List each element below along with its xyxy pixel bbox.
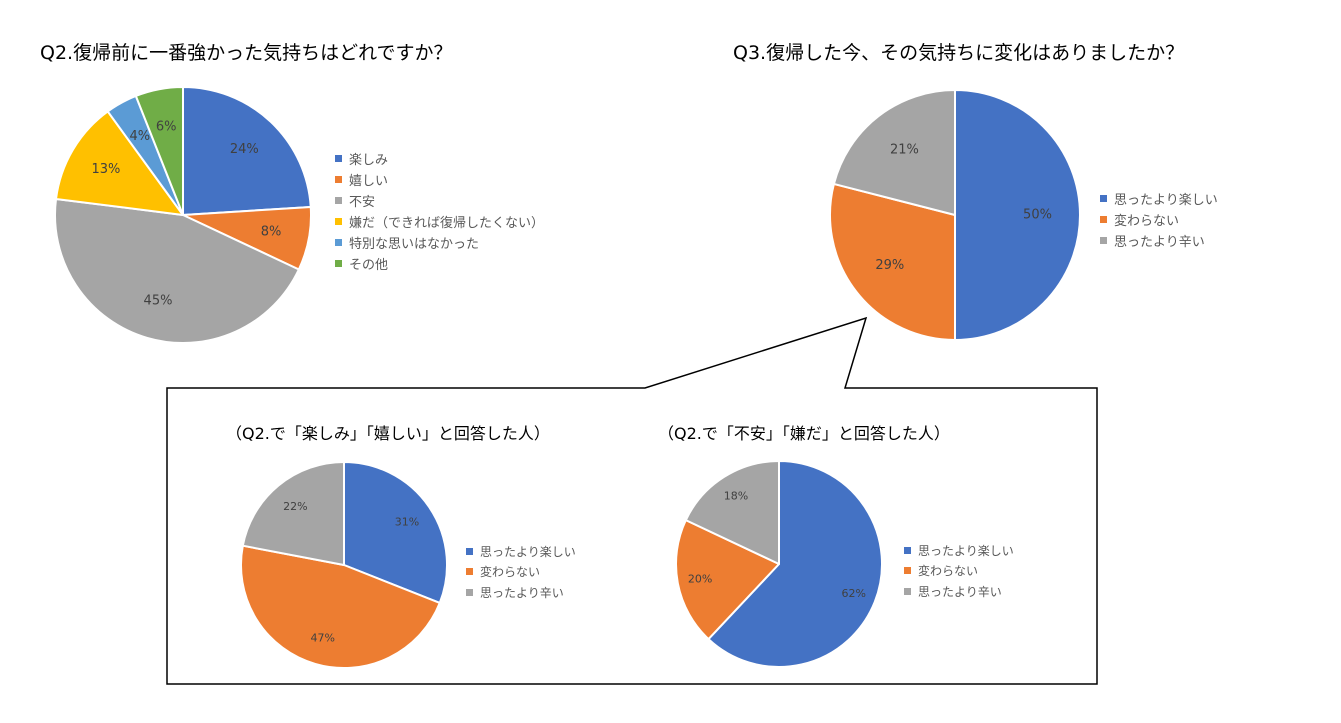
q2-slice-6-label: 6%	[156, 120, 177, 135]
q3-slice-1	[954, 89, 1081, 341]
q2-legend-item-1: 楽しみ	[335, 148, 544, 169]
q2-legend-label-2: 嬉しい	[349, 174, 389, 189]
q3-legend: 思ったより楽しい 変わらない思ったより辛い	[1100, 188, 1218, 251]
negative-legend-item-3: 思ったより辛い	[904, 581, 1014, 602]
negative-legend-label-2: 変わらない	[918, 564, 979, 579]
positive-slice-3	[241, 461, 345, 566]
q2-legend-swatch-2	[335, 176, 342, 183]
negative-breakdown-legend: 思ったより楽しい 変わらない思ったより辛い	[904, 540, 1014, 602]
q3-legend-swatch-3	[1100, 237, 1107, 244]
negative-legend-item-2: 変わらない	[904, 561, 1014, 582]
breakdown-title-negative: （Q2.で「不安」「嫌だ」と回答した人）	[658, 424, 950, 443]
positive-legend-item-2: 変わらない	[466, 562, 576, 583]
positive-legend-item-1: 思ったより楽しい	[466, 541, 576, 562]
q2-slice-3	[54, 197, 300, 344]
q2-slice-4-label: 13%	[91, 162, 120, 177]
q3-slice-2-label: 29%	[875, 258, 904, 273]
q3-legend-item-3: 思ったより辛い	[1100, 230, 1218, 251]
positive-slice-2	[240, 544, 441, 669]
q3-chart-title: Q3.復帰した今、その気持ちに変化はありましたか？	[733, 42, 1185, 64]
negative-legend-swatch-1	[904, 546, 911, 554]
q2-slice-1-label: 24%	[230, 142, 259, 157]
negative-slice-3-label: 18%	[724, 490, 748, 503]
q3-slice-3-label: 21%	[890, 142, 919, 157]
q3-slice-2	[829, 182, 956, 341]
q2-legend-swatch-3	[335, 197, 342, 204]
q2-legend-label-5: 特別な思いはなかった	[349, 237, 480, 252]
q2-legend-label-4: 嫌だ（できれば復帰したくない）	[349, 216, 545, 231]
q3-slice-3	[832, 89, 956, 216]
positive-slice-1	[343, 461, 448, 604]
negative-slice-2	[675, 519, 780, 641]
q3-legend-label-3: 思ったより辛い	[1114, 235, 1205, 250]
q3-slice-1-label: 50%	[1023, 208, 1052, 223]
positive-legend-swatch-3	[466, 588, 473, 596]
positive-legend-item-3: 思ったより辛い	[466, 582, 576, 603]
q3-legend-swatch-2	[1100, 216, 1107, 223]
positive-legend-label-3: 思ったより辛い	[480, 585, 564, 600]
positive-slice-3-label: 22%	[283, 500, 307, 513]
q2-slice-4	[55, 110, 184, 216]
q2-legend-swatch-1	[335, 155, 342, 162]
q3-legend-item-1: 思ったより楽しい	[1100, 188, 1218, 209]
negative-legend-swatch-2	[904, 567, 911, 575]
negative-legend-label-3: 思ったより辛い	[918, 584, 1002, 599]
q2-legend-item-3: 不安	[335, 190, 544, 211]
negative-legend-swatch-3	[904, 587, 911, 595]
q2-legend-item-5: 特別な思いはなかった	[335, 232, 544, 253]
q2-legend-label-1: 楽しみ	[349, 153, 389, 168]
q2-legend-swatch-4	[335, 218, 342, 225]
q3-legend-item-2: 変わらない	[1100, 209, 1218, 230]
q2-legend-item-2: 嬉しい	[335, 169, 544, 190]
q2-slice-2-label: 8%	[261, 224, 282, 239]
breakdown-callout-box	[166, 316, 1098, 685]
negative-slice-1	[707, 460, 883, 668]
negative-slice-2-label: 20%	[688, 573, 712, 586]
negative-legend-label-1: 思ったより楽しい	[918, 543, 1014, 558]
q3-legend-swatch-1	[1100, 195, 1107, 202]
positive-legend-label-2: 変わらない	[480, 565, 541, 580]
positive-legend-swatch-2	[466, 568, 473, 576]
q2-legend-label-6: その他	[349, 258, 389, 273]
q3-legend-label-1: 思ったより楽しい	[1114, 193, 1218, 208]
positive-slice-1-label: 31%	[395, 516, 419, 529]
q2-legend-swatch-6	[335, 260, 342, 267]
positive-slice-2-label: 47%	[310, 632, 334, 645]
q3-legend-label-2: 変わらない	[1114, 214, 1180, 229]
negative-slice-1-label: 62%	[841, 587, 865, 600]
positive-breakdown-legend: 思ったより楽しい 変わらない思ったより辛い	[466, 541, 576, 603]
q2-chart-title: Q2.復帰前に一番強かった気持ちはどれですか？	[40, 42, 453, 64]
negative-slice-3	[684, 460, 780, 565]
q2-slice-3-label: 45%	[144, 294, 173, 309]
breakdown-title-positive: （Q2.で「楽しみ」「嬉しい」と回答した人）	[226, 424, 550, 443]
q2-legend-item-4: 嫌だ（できれば復帰したくない）	[335, 211, 544, 232]
q2-legend-label-3: 不安	[349, 195, 376, 210]
positive-legend-label-1: 思ったより楽しい	[480, 544, 576, 559]
q2-legend: 楽しみ嬉しい不安嫌だ（できれば復帰したくない） 特別な思いはなかった その他	[335, 148, 544, 274]
negative-legend-item-1: 思ったより楽しい	[904, 540, 1014, 561]
q2-legend-item-6: その他	[335, 253, 544, 274]
positive-legend-swatch-1	[466, 547, 473, 555]
q2-slice-5-label: 4%	[129, 129, 150, 144]
q2-slice-6	[134, 86, 184, 216]
q2-slice-1	[182, 86, 312, 216]
q2-legend-swatch-5	[335, 239, 342, 246]
